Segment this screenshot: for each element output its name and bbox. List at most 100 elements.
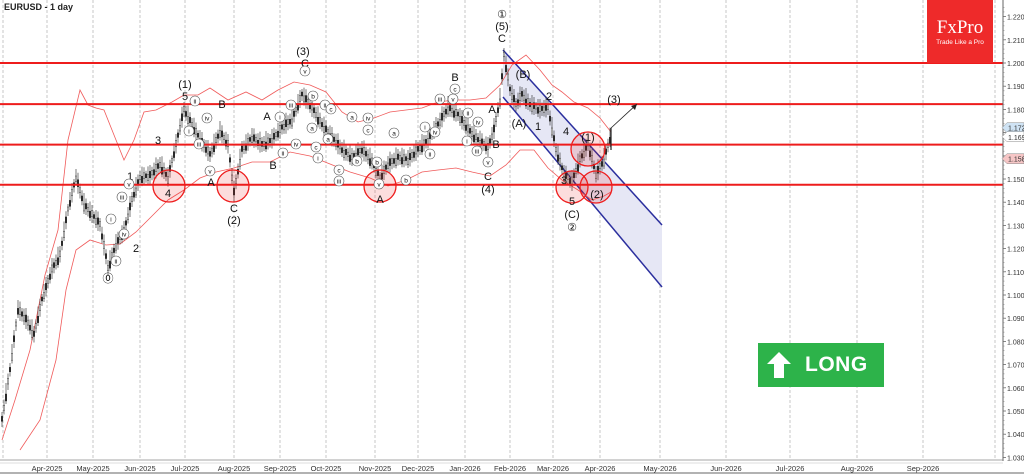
svg-text:b: b bbox=[404, 178, 408, 185]
svg-text:iii: iii bbox=[197, 142, 201, 149]
svg-text:v: v bbox=[377, 182, 381, 189]
svg-text:v: v bbox=[451, 97, 455, 104]
projection-arrow bbox=[610, 103, 638, 150]
wave-circles bbox=[152, 131, 613, 204]
svg-text:Aug-2025: Aug-2025 bbox=[218, 464, 251, 473]
svg-text:1.08000: 1.08000 bbox=[1007, 339, 1024, 346]
svg-text:ii: ii bbox=[467, 111, 470, 118]
svg-text:(3): (3) bbox=[296, 46, 309, 58]
svg-text:Jun-2026: Jun-2026 bbox=[710, 464, 741, 473]
svg-text:Feb-2026: Feb-2026 bbox=[494, 464, 526, 473]
svg-text:5: 5 bbox=[182, 91, 188, 103]
svg-text:iv: iv bbox=[433, 130, 438, 137]
svg-text:iii: iii bbox=[120, 195, 124, 202]
svg-text:1.15000: 1.15000 bbox=[1007, 177, 1024, 184]
svg-text:(B): (B) bbox=[516, 69, 531, 81]
svg-text:a: a bbox=[310, 126, 314, 133]
svg-text:B: B bbox=[451, 72, 458, 84]
svg-text:1.15875: 1.15875 bbox=[1008, 157, 1024, 164]
svg-text:a: a bbox=[350, 115, 354, 122]
svg-text:3: 3 bbox=[561, 175, 567, 187]
svg-text:B: B bbox=[492, 139, 499, 151]
svg-text:1.09000: 1.09000 bbox=[1007, 316, 1024, 323]
svg-text:c: c bbox=[314, 145, 318, 152]
svg-text:⓪: ⓪ bbox=[103, 272, 114, 285]
wave-labels: ①(5)C(3)C(1)5BA312⓪AC(2)BABABC(4)(B)(A)2… bbox=[103, 9, 621, 285]
arrow-up-icon bbox=[767, 352, 791, 378]
svg-text:1.16950: 1.16950 bbox=[1008, 135, 1024, 142]
svg-text:iv: iv bbox=[122, 232, 127, 239]
brand-tagline: Trade Like a Pro bbox=[936, 39, 984, 46]
svg-text:Jan-2026: Jan-2026 bbox=[449, 464, 480, 473]
svg-text:ii: ii bbox=[324, 103, 327, 110]
long-signal-badge: LONG bbox=[758, 343, 884, 387]
svg-text:i: i bbox=[279, 115, 280, 122]
svg-text:v: v bbox=[127, 182, 131, 189]
svg-text:C: C bbox=[301, 58, 309, 70]
svg-text:c: c bbox=[453, 87, 457, 94]
svg-text:ii: ii bbox=[429, 152, 432, 159]
svg-text:(A): (A) bbox=[512, 118, 527, 130]
svg-text:C: C bbox=[498, 33, 506, 45]
svg-text:5: 5 bbox=[569, 196, 575, 208]
svg-text:v: v bbox=[486, 160, 490, 167]
svg-text:C: C bbox=[230, 203, 238, 215]
svg-text:1.10000: 1.10000 bbox=[1007, 293, 1024, 300]
svg-text:A: A bbox=[263, 111, 271, 123]
svg-text:(2): (2) bbox=[590, 189, 603, 201]
svg-text:1: 1 bbox=[535, 121, 541, 133]
svg-text:c: c bbox=[337, 168, 341, 175]
svg-text:ii: ii bbox=[282, 151, 285, 158]
svg-text:3: 3 bbox=[155, 135, 161, 147]
svg-text:iii: iii bbox=[337, 179, 341, 186]
svg-text:May-2025: May-2025 bbox=[76, 464, 109, 473]
svg-text:iv: iv bbox=[294, 142, 299, 149]
svg-text:1.12000: 1.12000 bbox=[1007, 247, 1024, 254]
svg-text:2: 2 bbox=[133, 243, 139, 255]
svg-text:1.19000: 1.19000 bbox=[1007, 84, 1024, 91]
svg-text:②: ② bbox=[567, 222, 577, 234]
svg-text:A: A bbox=[207, 177, 215, 189]
svg-text:i: i bbox=[110, 217, 111, 224]
svg-text:Dec-2025: Dec-2025 bbox=[402, 464, 435, 473]
svg-text:B: B bbox=[218, 99, 225, 111]
svg-text:i: i bbox=[188, 129, 189, 136]
svg-text:i: i bbox=[466, 139, 467, 146]
svg-text:(2): (2) bbox=[227, 215, 240, 227]
svg-text:1.07000: 1.07000 bbox=[1007, 363, 1024, 370]
svg-text:iv: iv bbox=[366, 116, 371, 123]
svg-text:ii: ii bbox=[115, 259, 118, 266]
svg-text:iv: iv bbox=[205, 116, 210, 123]
svg-text:B: B bbox=[269, 160, 276, 172]
svg-text:Jun-2025: Jun-2025 bbox=[124, 464, 155, 473]
svg-text:A: A bbox=[376, 194, 384, 206]
svg-text:ii: ii bbox=[194, 99, 197, 106]
svg-text:Apr-2026: Apr-2026 bbox=[585, 464, 616, 473]
horizontal-levels bbox=[0, 62, 1003, 186]
svg-text:Aug-2026: Aug-2026 bbox=[841, 464, 874, 473]
svg-text:(1): (1) bbox=[581, 132, 594, 144]
svg-text:1.17210: 1.17210 bbox=[1008, 126, 1024, 133]
svg-text:i: i bbox=[317, 156, 318, 163]
svg-text:Mar-2026: Mar-2026 bbox=[537, 464, 569, 473]
svg-text:c: c bbox=[329, 107, 333, 114]
svg-text:1.18000: 1.18000 bbox=[1007, 107, 1024, 114]
svg-text:iv: iv bbox=[476, 120, 481, 127]
svg-text:(3): (3) bbox=[607, 94, 620, 106]
svg-text:iii: iii bbox=[475, 149, 479, 156]
svg-text:(1): (1) bbox=[178, 79, 191, 91]
svg-text:Apr-2025: Apr-2025 bbox=[32, 464, 63, 473]
svg-text:Sep-2026: Sep-2026 bbox=[907, 464, 940, 473]
svg-text:(4): (4) bbox=[481, 184, 494, 196]
svg-text:iii: iii bbox=[289, 103, 293, 110]
svg-text:1.05000: 1.05000 bbox=[1007, 409, 1024, 416]
svg-text:c: c bbox=[366, 128, 370, 135]
svg-text:Oct-2025: Oct-2025 bbox=[311, 464, 342, 473]
svg-text:May-2026: May-2026 bbox=[643, 464, 676, 473]
svg-text:1.13000: 1.13000 bbox=[1007, 223, 1024, 230]
svg-text:v: v bbox=[303, 69, 307, 76]
svg-text:2: 2 bbox=[546, 91, 552, 103]
svg-text:b: b bbox=[375, 160, 379, 167]
